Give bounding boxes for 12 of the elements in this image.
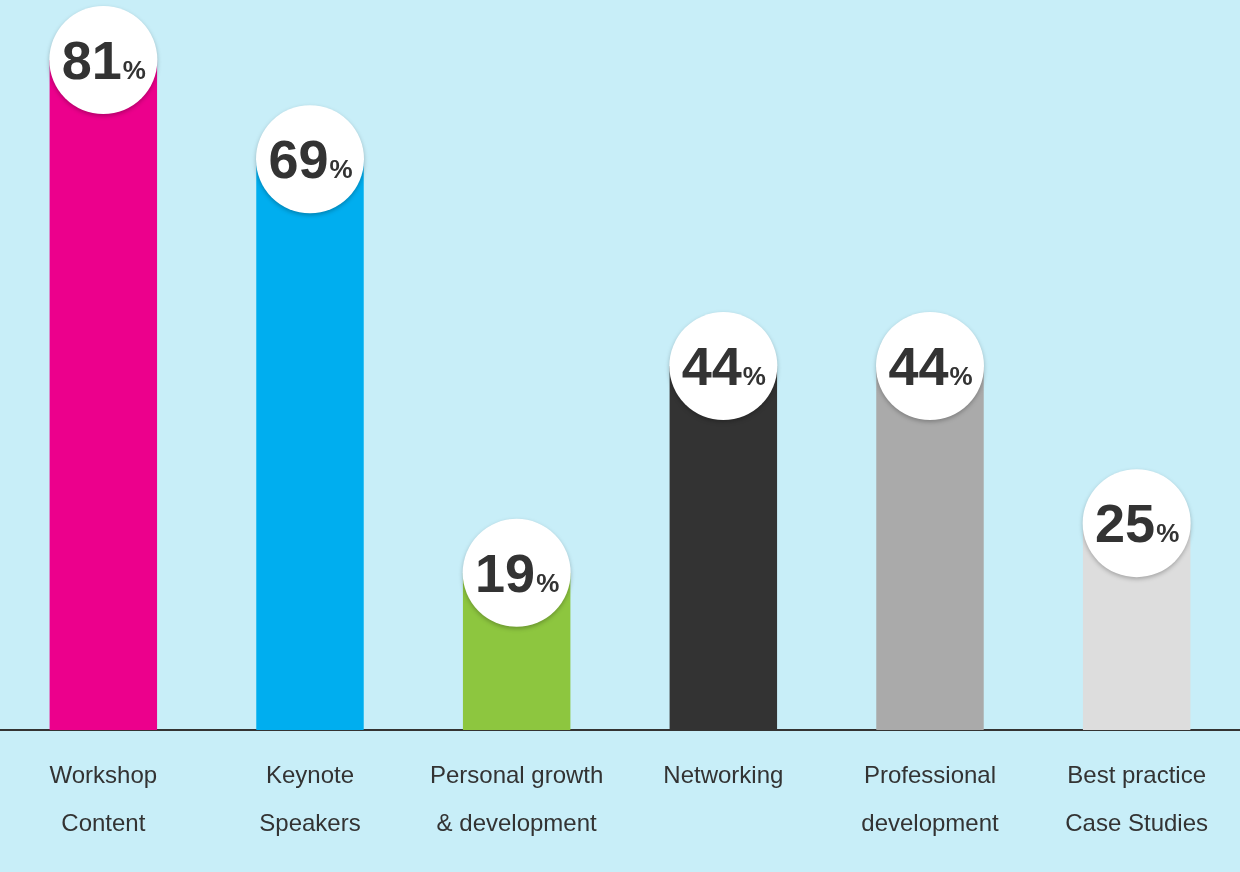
data-label: 25%	[1095, 493, 1180, 554]
data-label: 44%	[681, 336, 766, 397]
data-label: 69%	[268, 129, 353, 190]
x-tick-label: Professional development	[861, 760, 1000, 836]
x-tick-label: Workshop Content	[49, 760, 158, 836]
x-tick-label: Personal growth & development	[429, 760, 604, 836]
data-label: 44%	[888, 336, 973, 397]
x-tick-label: Networking	[663, 760, 784, 788]
data-label: 19%	[475, 542, 560, 603]
x-tick-label: Best practice Case Studies	[1065, 760, 1209, 836]
x-tick-label: Keynote Speakers	[259, 760, 361, 836]
data-label: 81%	[61, 30, 146, 90]
